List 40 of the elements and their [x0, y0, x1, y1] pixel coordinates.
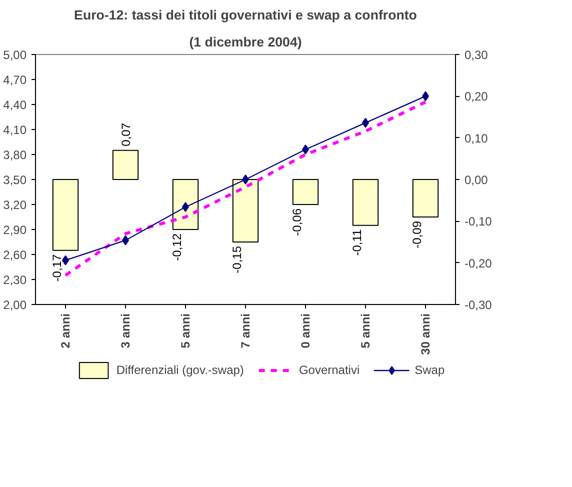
- data-label: -0,15: [230, 246, 244, 274]
- chart-title: Euro-12: tassi dei titoli governativi e swap a confronto: [74, 8, 417, 22]
- x-tick-label: 3 anni: [118, 313, 132, 348]
- data-label: -0,09: [410, 220, 424, 248]
- legend-label: Governativi: [298, 363, 360, 377]
- y-tick-label: 2,00: [3, 298, 27, 312]
- legend-label: Swap: [414, 363, 445, 377]
- y-tick-label: 2,90: [3, 223, 27, 237]
- y-tick-label: 4,40: [3, 98, 27, 112]
- y2-tick-label: -0,10: [464, 214, 492, 229]
- y2-tick-label: 0,00: [464, 173, 488, 187]
- y2-tick-label: 0,30: [464, 48, 488, 62]
- y-tick-label: 3,20: [3, 198, 27, 212]
- x-tick-label: 0 anni: [298, 313, 312, 348]
- y-tick-label: 2,60: [3, 248, 27, 262]
- y2-tick-label: 0,10: [464, 131, 488, 146]
- x-tick-label: 30 anni: [418, 313, 432, 355]
- x-tick-label: 5 anni: [358, 313, 372, 348]
- y2-tick-label: 0,20: [464, 90, 488, 104]
- y-tick-label: 2,30: [3, 273, 27, 287]
- point: [302, 144, 309, 154]
- data-label: -0,17: [50, 254, 64, 282]
- point: [182, 202, 189, 212]
- chart-subtitle: (1 dicembre 2004): [189, 34, 302, 50]
- x-tick-label: 5 anni: [178, 313, 192, 348]
- data-label: -0,06: [290, 208, 304, 236]
- y2-tick-label: -0,30: [464, 298, 492, 312]
- data-label: -0,11: [350, 229, 364, 256]
- y2-tick-label: -0,20: [464, 256, 492, 270]
- y-tick-label: 3,50: [3, 173, 27, 187]
- x-tick-label: 7 anni: [238, 313, 252, 348]
- y-tick-label: 4,70: [3, 73, 27, 87]
- x-tick-label: 2 anni: [58, 313, 72, 348]
- legend-label: Differenziali (gov.-swap): [116, 363, 244, 377]
- y-tick-label: 4,10: [3, 123, 27, 137]
- point: [242, 174, 249, 184]
- data-label: 0,07: [119, 122, 133, 146]
- y-tick-label: 3,80: [3, 148, 27, 162]
- y-tick-label: 5,00: [3, 48, 27, 62]
- data-label: -0,12: [170, 233, 184, 261]
